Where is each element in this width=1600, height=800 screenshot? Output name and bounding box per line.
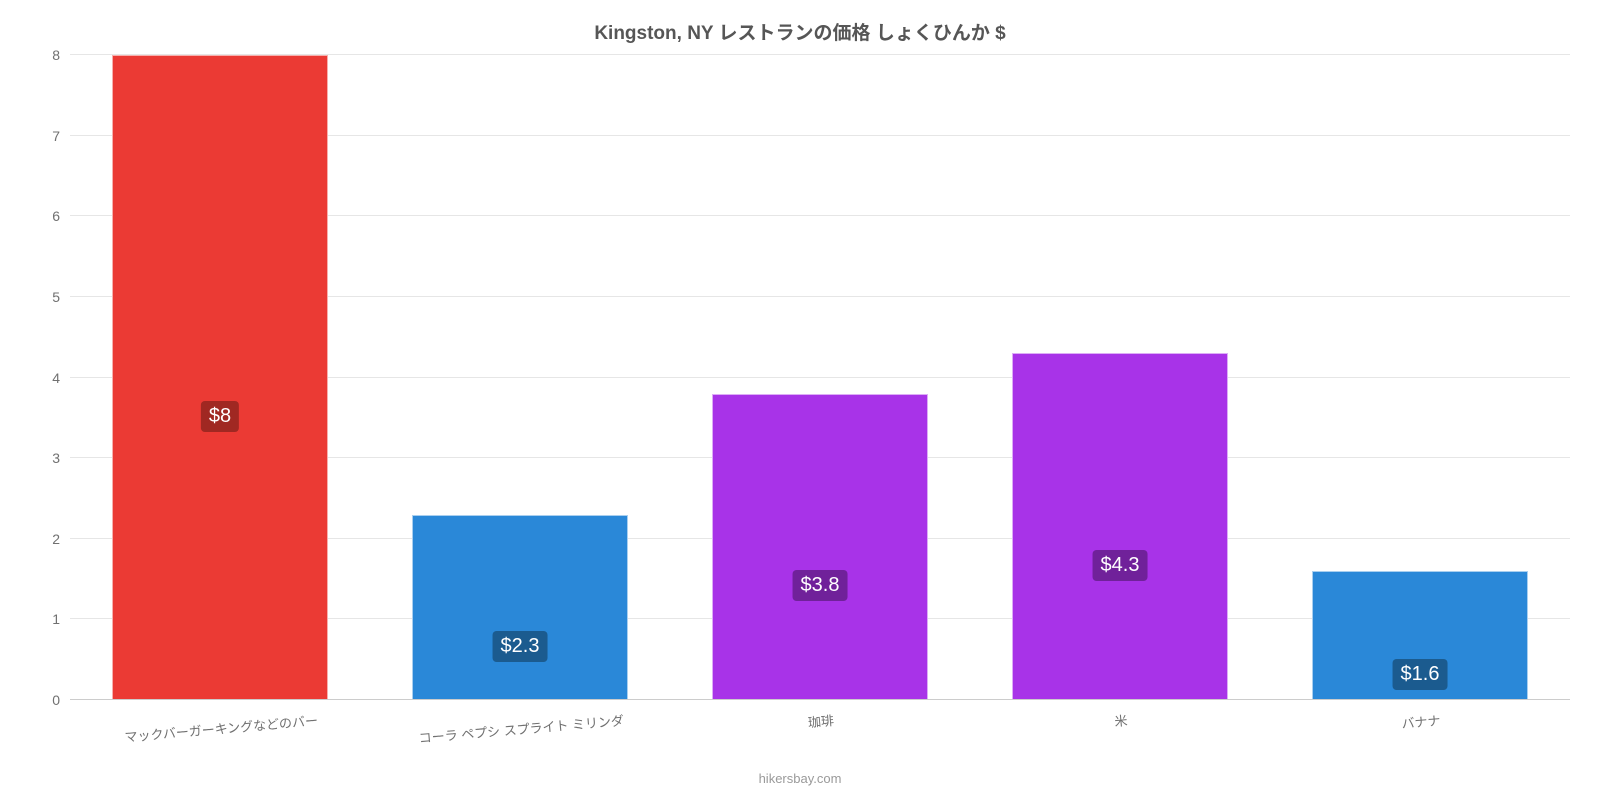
attribution-text: hikersbay.com (0, 771, 1600, 786)
bar: $4.3 (1012, 353, 1228, 700)
y-tick-label: 3 (52, 450, 70, 466)
bar: $8 (112, 55, 328, 700)
y-tick-label: 4 (52, 370, 70, 386)
plot-area: 012345678 $8$2.3$3.8$4.3$1.6 (70, 55, 1570, 700)
x-tick-label: コーラ ペプシ スプライト ミリンダ (418, 710, 625, 747)
bar-value-label: $3.8 (793, 570, 848, 601)
y-tick-label: 2 (52, 531, 70, 547)
y-tick-label: 0 (52, 692, 70, 708)
bar-slot: $3.8 (670, 55, 970, 700)
bar: $3.8 (712, 394, 928, 700)
bars-group: $8 $2.3 $3.8 $4.3 $1.6 (70, 55, 1570, 700)
bar-slot: $2.3 (370, 55, 670, 700)
bar-slot: $8 (70, 55, 370, 700)
bar-slot: $1.6 (1270, 55, 1570, 700)
plot-inner: 012345678 $8$2.3$3.8$4.3$1.6 (70, 55, 1570, 700)
y-tick-label: 1 (52, 611, 70, 627)
bar: $1.6 (1312, 571, 1528, 700)
x-tick-label: 珈琲 (807, 710, 835, 731)
chart-title: Kingston, NY レストランの価格 しょくひんか $ (0, 18, 1600, 45)
x-tick-label: 米 (1114, 710, 1129, 730)
x-tick-label: バナナ (1401, 710, 1442, 732)
chart-container: Kingston, NY レストランの価格 しょくひんか $ 0 1 2 3 4 5 6 7 8… (0, 0, 1600, 800)
bar-value-label: $8 (201, 401, 239, 432)
bar-slot: $4.3 (970, 55, 1270, 700)
y-tick-label: 5 (52, 289, 70, 305)
y-tick-label: 7 (52, 128, 70, 144)
y-tick-label: 8 (52, 47, 70, 63)
bar-value-label: $2.3 (493, 631, 548, 662)
axis-baseline (70, 699, 1570, 700)
y-tick-label: 6 (52, 208, 70, 224)
bar-value-label: $1.6 (1393, 659, 1448, 690)
x-axis-labels: マックバーガーキングなどのバー コーラ ペプシ スプライト ミリンダ 珈琲 米 バナナ (70, 704, 1570, 764)
bar: $2.3 (412, 515, 628, 700)
bar-value-label: $4.3 (1093, 550, 1148, 581)
x-tick-label: マックバーガーキングなどのバー (124, 710, 319, 746)
